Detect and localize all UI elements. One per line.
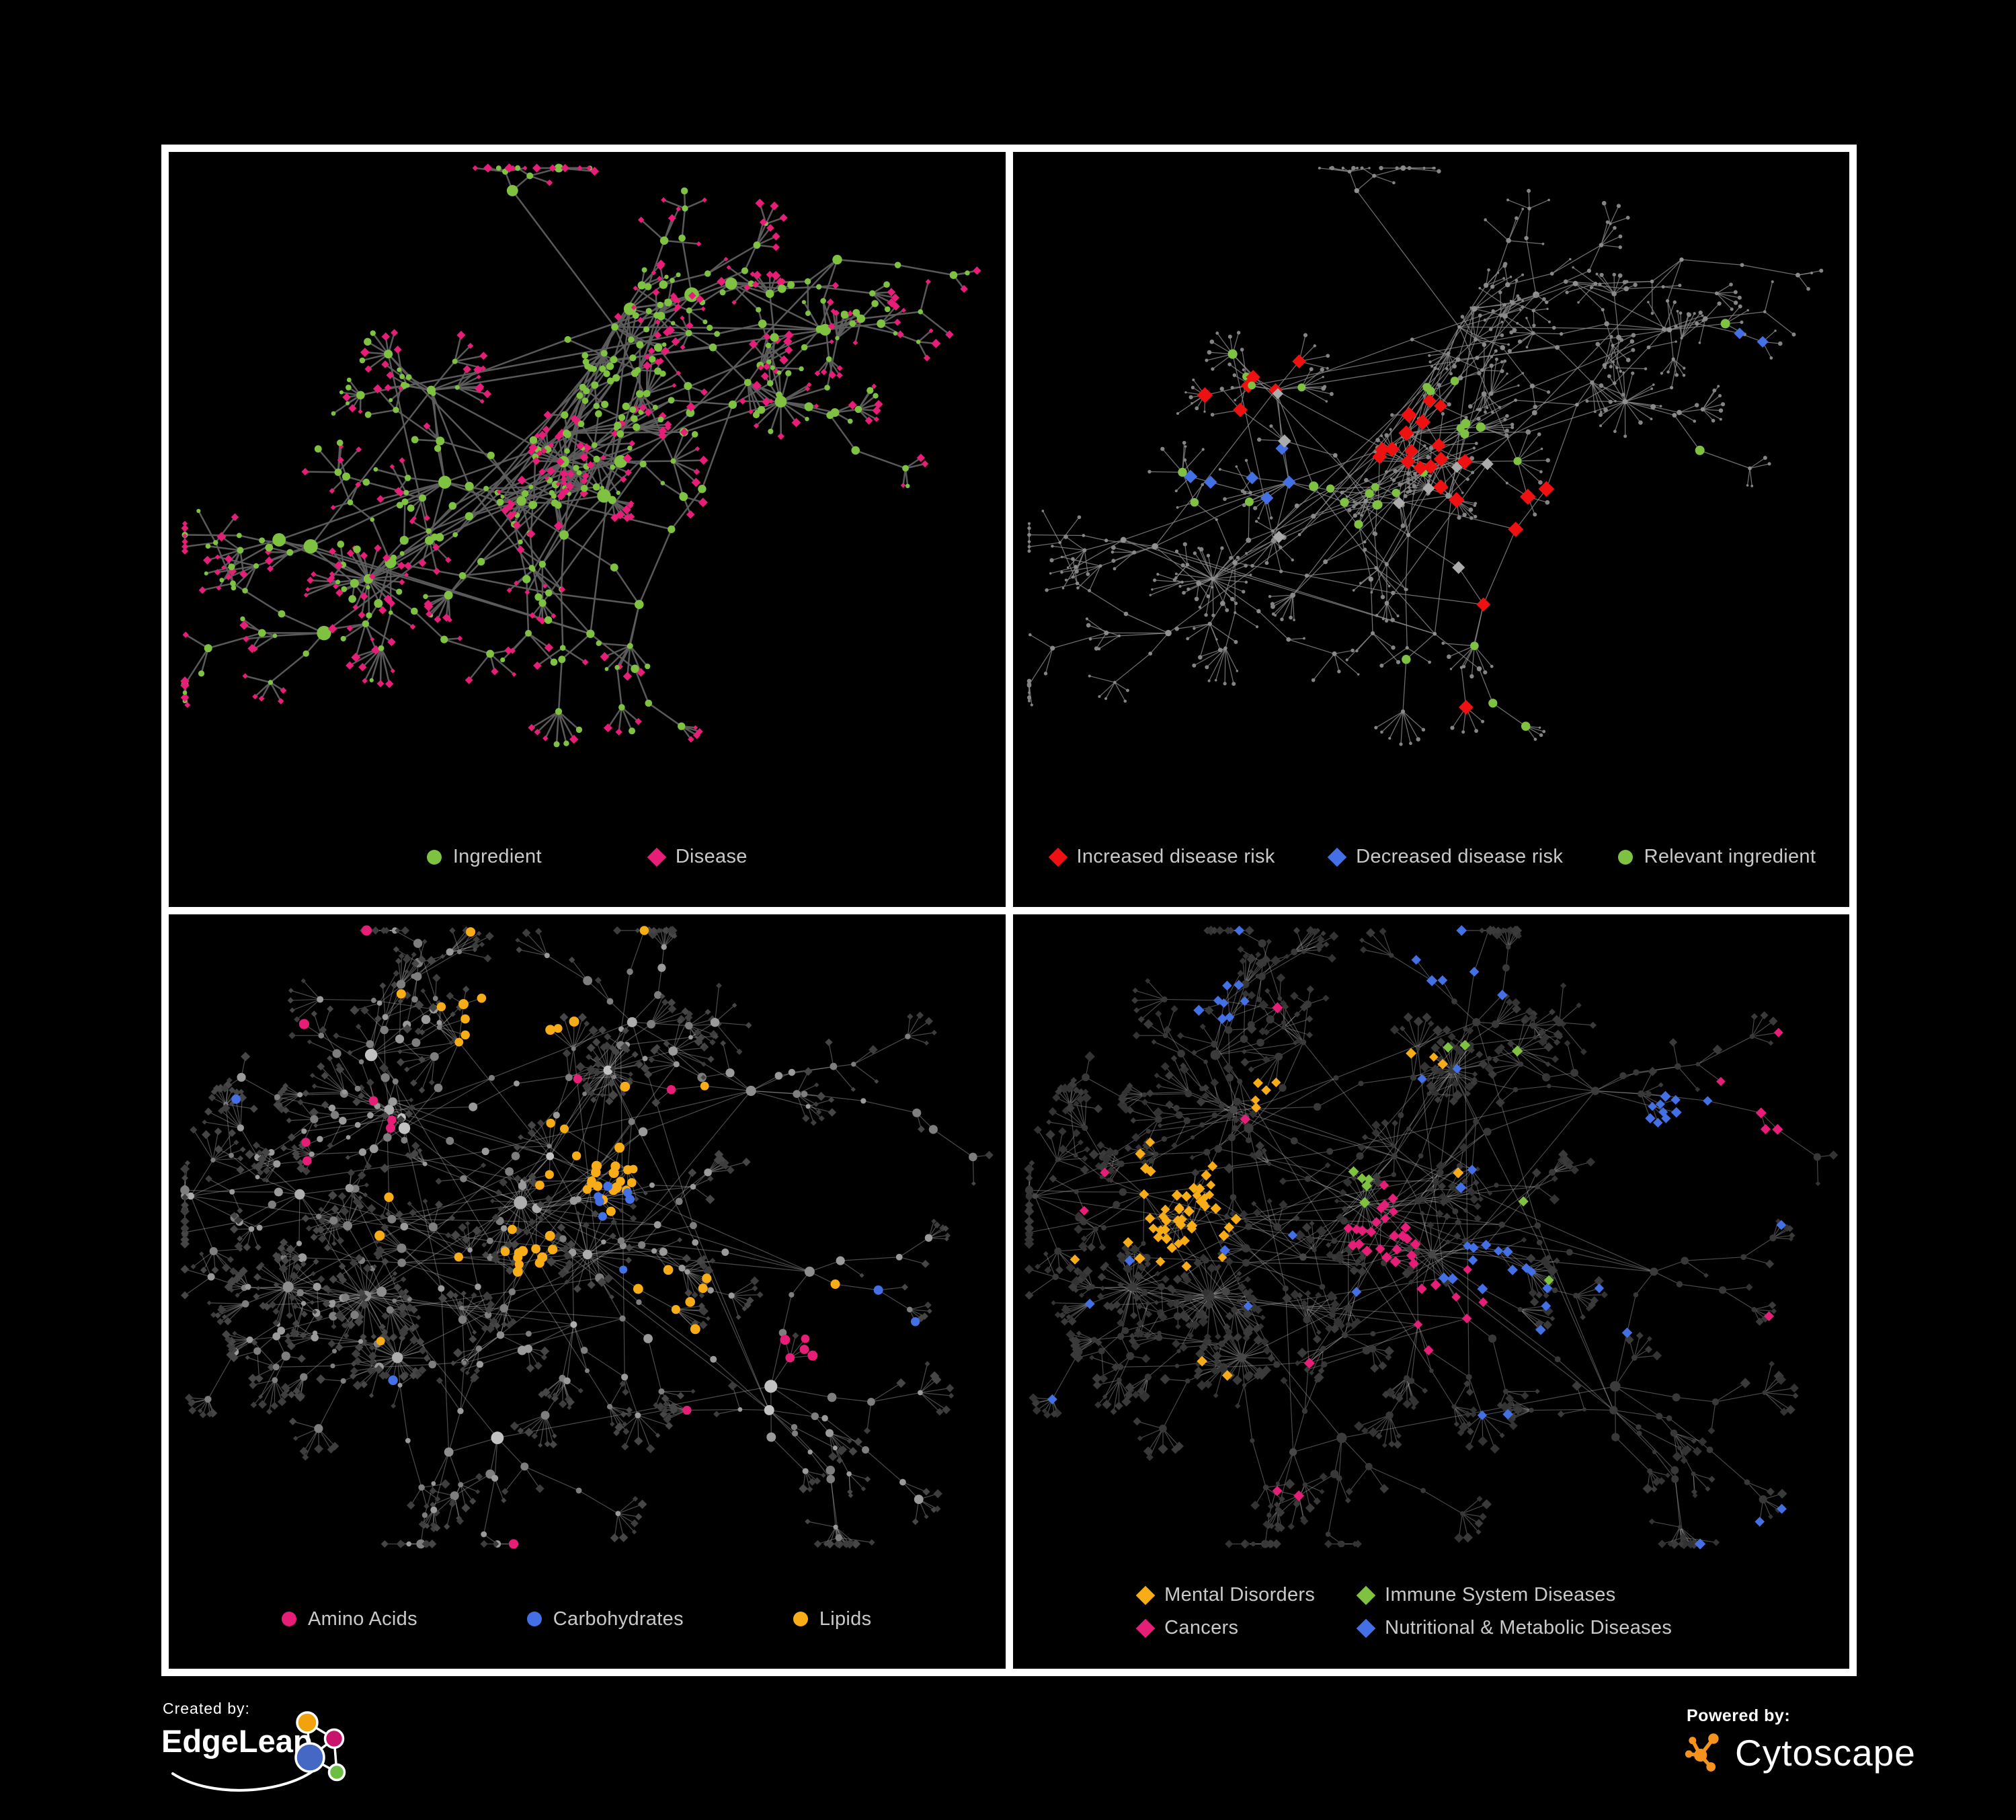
diamond-marker-icon: [1135, 1585, 1156, 1605]
legend-label: Nutritional & Metabolic Diseases: [1385, 1617, 1672, 1638]
legend-label: Ingredient: [452, 846, 542, 867]
legend-label: Mental Disorders: [1164, 1584, 1316, 1606]
legend-label: Immune System Diseases: [1385, 1584, 1616, 1606]
legend-label: Carbohydrates: [553, 1608, 684, 1630]
legend-item-immune-system-diseases: Immune System Diseases: [1356, 1584, 1849, 1606]
legend-item-disease: Disease: [647, 846, 748, 868]
legend-label: Decreased disease risk: [1356, 846, 1564, 867]
network-graph-ingredients-diseases: [180, 163, 981, 748]
legend-item-relevant-ingredient: Relevant ingredient: [1617, 846, 1816, 868]
legend-label: Relevant ingredient: [1644, 846, 1816, 867]
circle-marker-icon: [793, 1612, 808, 1626]
legend-label: Lipids: [819, 1608, 872, 1630]
legend-item-cancers: Cancers: [1135, 1617, 1359, 1639]
panel-nutrient-classes: Amino Acids Carbohydrates Lipids: [169, 914, 1006, 1669]
legend-ingredients-diseases: Ingredient Disease: [169, 820, 1006, 895]
legend-item-increased-disease-risk: Increased disease risk: [1048, 846, 1275, 868]
circle-marker-icon: [282, 1612, 296, 1626]
credit-edgeleap: Created by: EdgeLeap: [161, 1700, 383, 1801]
diamond-marker-icon: [1327, 847, 1347, 867]
diamond-marker-icon: [1135, 1618, 1156, 1638]
cytoscape-brand: Cytoscape: [1735, 1732, 1916, 1774]
network-graph-disease-classes: [1023, 924, 1838, 1550]
diamond-marker-icon: [1356, 1585, 1376, 1605]
network-graph-nutrient-classes: [180, 924, 994, 1549]
legend-label: Increased disease risk: [1076, 846, 1275, 867]
edgeleap-logo-icon: [171, 1711, 346, 1792]
cytoscape-logo-icon: [1685, 1733, 1719, 1772]
legend-label: Disease: [675, 846, 748, 867]
created-by-label: Created by:: [163, 1700, 250, 1717]
legend-disease-risk: Increased disease risk Decreased disease …: [1013, 820, 1850, 895]
legend-item-nutritional-metabolic-diseases: Nutritional & Metabolic Diseases: [1356, 1617, 1849, 1639]
diamond-marker-icon: [1356, 1618, 1376, 1638]
network-graph-disease-risk: [1026, 165, 1823, 746]
panel-ingredients-diseases: Ingredient Disease: [169, 152, 1006, 907]
legend-item-amino-acids: Amino Acids: [282, 1608, 417, 1630]
legend-item-carbohydrates: Carbohydrates: [526, 1608, 684, 1630]
panel-disease-classes: Mental Disorders Immune System Diseases Ca…: [1012, 914, 1850, 1669]
legend-label: Cancers: [1164, 1617, 1239, 1638]
legend-item-lipids: Lipids: [793, 1608, 872, 1630]
edgeleap-brand: EdgeLeap: [161, 1723, 313, 1759]
circle-marker-icon: [1617, 849, 1633, 865]
legend-item-decreased-disease-risk: Decreased disease risk: [1327, 846, 1564, 868]
legend-nutrient-classes: Amino Acids Carbohydrates Lipids: [169, 1581, 1006, 1657]
legend-item-mental-disorders: Mental Disorders: [1135, 1584, 1359, 1606]
diamond-marker-icon: [647, 847, 667, 867]
diamond-marker-icon: [1048, 847, 1067, 867]
legend-disease-classes: Mental Disorders Immune System Diseases Ca…: [1013, 1561, 1850, 1662]
powered-by-label: Powered by:: [1687, 1706, 1791, 1725]
legend-label: Amino Acids: [308, 1608, 417, 1630]
legend-item-ingredient: Ingredient: [426, 846, 542, 868]
credit-cytoscape: Powered by: Cytoscape: [1684, 1706, 1915, 1794]
panel-grid-frame: Ingredient Disease Increased disease risk…: [161, 145, 1857, 1676]
circle-marker-icon: [426, 849, 442, 865]
panel-disease-risk: Increased disease risk Decreased disease …: [1012, 152, 1850, 907]
circle-marker-icon: [526, 1612, 542, 1626]
